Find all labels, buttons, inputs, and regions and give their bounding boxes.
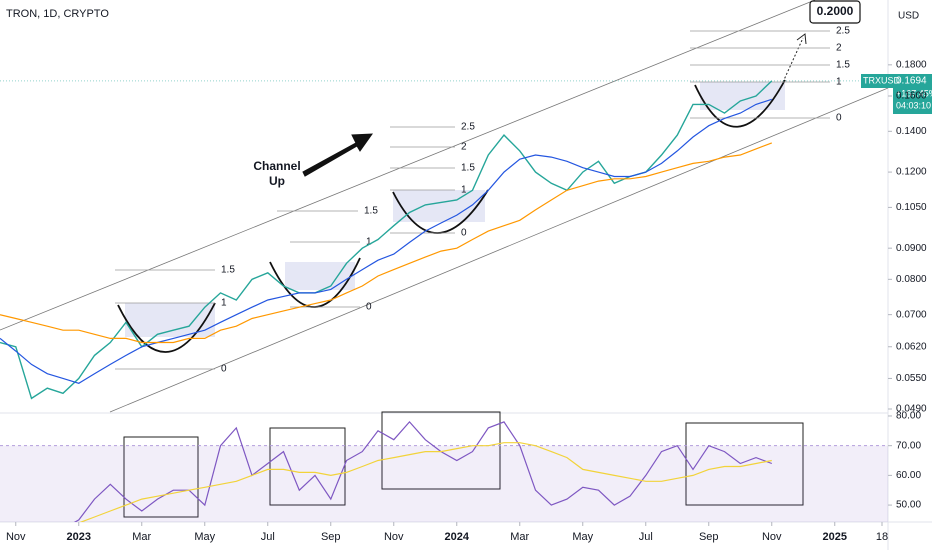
x-tick-label: 2024 xyxy=(445,531,470,543)
x-tick-label: Jul xyxy=(639,531,653,543)
price-change: +167.45% xyxy=(896,88,932,98)
y-tick-label: 0.1800 xyxy=(896,59,927,70)
target-arrow-head xyxy=(796,33,807,45)
y-tick-label: 0.0700 xyxy=(896,309,927,320)
rsi-box xyxy=(123,436,199,518)
fib-label: 0 xyxy=(366,302,372,313)
y-tick-label: 0.1050 xyxy=(896,202,927,213)
cup-zone xyxy=(700,82,785,110)
target-label: 0.2000 xyxy=(817,4,854,18)
x-tick-label: May xyxy=(572,531,593,543)
price-axis: 0.1800 0.1600 0.1400 0.1200 0.1050 0.0900 0.08… xyxy=(888,59,927,511)
fib-label: 1 xyxy=(461,185,467,196)
fib-label: 2 xyxy=(836,43,842,54)
fib-label: 0 xyxy=(461,228,467,239)
cup-curve xyxy=(117,302,216,353)
annotation: Channel xyxy=(253,159,300,173)
line-series xyxy=(79,442,772,522)
fib-label: 1.5 xyxy=(221,265,235,276)
cup-curve xyxy=(694,79,786,128)
fib-label: 1.5 xyxy=(364,206,378,217)
fib-label: 1 xyxy=(221,298,227,309)
rsi-box xyxy=(685,422,804,506)
line-series xyxy=(0,98,772,384)
x-tick-label: Mar xyxy=(510,531,529,543)
cup-zone xyxy=(125,303,215,337)
x-tick-label: 2025 xyxy=(823,531,847,543)
arrow xyxy=(302,133,374,177)
x-tick-label: May xyxy=(194,531,215,543)
fib-label: 2.5 xyxy=(461,122,475,133)
annotation: Up xyxy=(269,174,285,188)
channel-lower xyxy=(109,87,889,413)
y-tick-label: 0.1200 xyxy=(896,167,927,178)
x-tick-label: Nov xyxy=(762,531,782,543)
x-tick-label: Sep xyxy=(699,531,719,543)
rsi-band xyxy=(0,445,888,522)
line-series xyxy=(0,142,773,344)
chart-title: TRON, 1D, CRYPTO xyxy=(6,8,109,20)
x-tick-label: Jul xyxy=(261,531,275,543)
y-tick-label: 0.0490 xyxy=(896,404,927,415)
x-tick-label: Mar xyxy=(132,531,151,543)
fib-label: 1 xyxy=(836,77,842,88)
x-tick-label: Nov xyxy=(6,531,26,543)
target-arrow xyxy=(782,37,804,83)
drawings xyxy=(0,0,889,518)
line-series xyxy=(73,420,773,522)
fib-label: 2 xyxy=(461,142,467,153)
x-tick-label: Sep xyxy=(321,531,341,543)
axis-unit: USD xyxy=(898,11,919,22)
y-tick-label: 0.1400 xyxy=(896,126,927,137)
y-tick-label: 60.00 xyxy=(896,470,921,481)
fib-label: 2.5 xyxy=(836,26,850,37)
y-tick-label: 0.0900 xyxy=(896,243,927,254)
fib-label: 1.5 xyxy=(461,163,475,174)
y-tick-label: 0.0620 xyxy=(896,341,927,352)
y-tick-label: 50.00 xyxy=(896,500,921,511)
target-box xyxy=(809,0,861,24)
x-tick-label: Nov xyxy=(384,531,404,543)
last-price: 0.1694 xyxy=(896,76,927,87)
price-tag xyxy=(893,74,932,114)
countdown: 04:03:10 xyxy=(896,100,931,110)
y-tick-label: 0.1600 xyxy=(896,91,927,102)
channel-upper xyxy=(0,0,816,331)
y-tick-label: 0.0550 xyxy=(896,373,927,384)
fib-label: 1.5 xyxy=(836,60,850,71)
fib-label: 1 xyxy=(366,237,372,248)
y-tick-label: 0.0800 xyxy=(896,274,927,285)
rsi-box xyxy=(381,411,501,490)
y-tick-label: 70.00 xyxy=(896,440,921,451)
y-tick-label: 80.00 xyxy=(896,411,921,422)
rsi-box xyxy=(269,427,346,506)
fib-label: 0 xyxy=(221,364,227,375)
fib-label: 0 xyxy=(836,113,842,124)
x-tick-label: 18 xyxy=(876,531,888,543)
x-tick-label: 2023 xyxy=(67,531,91,543)
symbol-label: TRXUSD xyxy=(863,75,901,85)
